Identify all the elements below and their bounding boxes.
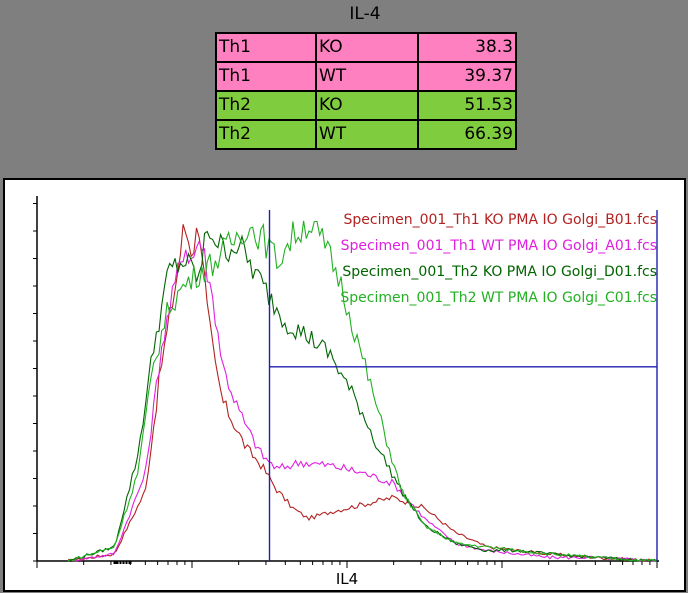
x-axis-label: IL4 (336, 570, 358, 588)
table-row: Th1 KO 38.3 (215, 32, 517, 63)
cell-genotype: KO (315, 32, 419, 63)
cell-genotype: WT (315, 119, 419, 150)
table-row: Th1 WT 39.37 (215, 61, 517, 92)
histogram-svg: Specimen_001_Th1 KO PMA IO Golgi_B01.fcs… (33, 196, 659, 588)
legend-entry: Specimen_001_Th2 WT PMA IO Golgi_C01.fcs (340, 290, 657, 306)
legend-entry: Specimen_001_Th2 KO PMA IO Golgi_D01.fcs (342, 264, 657, 280)
legend-entry: Specimen_001_Th1 KO PMA IO Golgi_B01.fcs (343, 212, 657, 228)
table-row: Th2 KO 51.53 (215, 90, 517, 121)
series-line (67, 220, 658, 562)
cell-value: 39.37 (417, 61, 517, 92)
cell-value: 51.53 (417, 90, 517, 121)
legend-entry: Specimen_001_Th1 WT PMA IO Golgi_A01.fcs (341, 238, 657, 254)
series-line (67, 230, 658, 562)
cell-genotype: WT (315, 61, 419, 92)
cell-group: Th2 (215, 90, 317, 121)
table-row: Th2 WT 66.39 (215, 119, 517, 150)
summary-table: Th1 KO 38.3 Th1 WT 39.37 Th2 KO 51.53 Th2 WT 66.39 (215, 32, 517, 150)
cell-value: 66.39 (417, 119, 517, 150)
series-line (67, 239, 657, 562)
cell-genotype: KO (315, 90, 419, 121)
cell-group: Th2 (215, 119, 317, 150)
histogram-chart: Specimen_001_Th1 KO PMA IO Golgi_B01.fcs… (3, 178, 686, 592)
cell-value: 38.3 (417, 32, 517, 63)
cell-group: Th1 (215, 61, 317, 92)
cell-group: Th1 (215, 32, 317, 63)
table-title: IL-4 (349, 4, 381, 24)
